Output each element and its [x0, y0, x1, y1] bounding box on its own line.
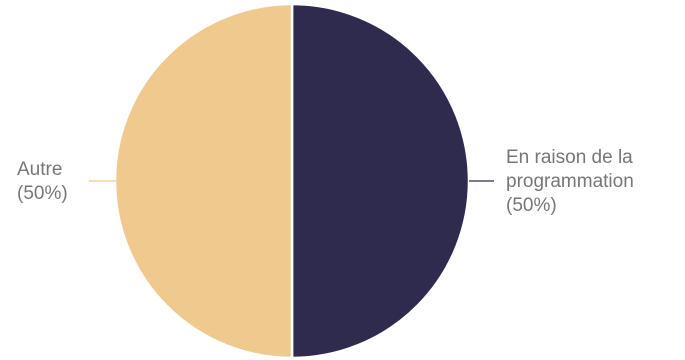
slice-percent-label: (50%): [506, 195, 557, 216]
pie-slice-autre: [113, 2, 294, 360]
slice-label-autre: Autre (50%): [17, 158, 68, 206]
slice-label-en-raison-de-la-programmation: En raison de la programmation (50%): [506, 146, 634, 218]
slice-percent-label: (50%): [17, 183, 68, 204]
pie-slice-en-raison-de-la-programmation: [290, 2, 471, 360]
slice-label-line-2: programmation: [506, 171, 634, 192]
slice-label-line-1: Autre: [17, 159, 63, 180]
pie-slices: [113, 2, 471, 360]
slice-label-line-1: En raison de la: [506, 147, 633, 168]
